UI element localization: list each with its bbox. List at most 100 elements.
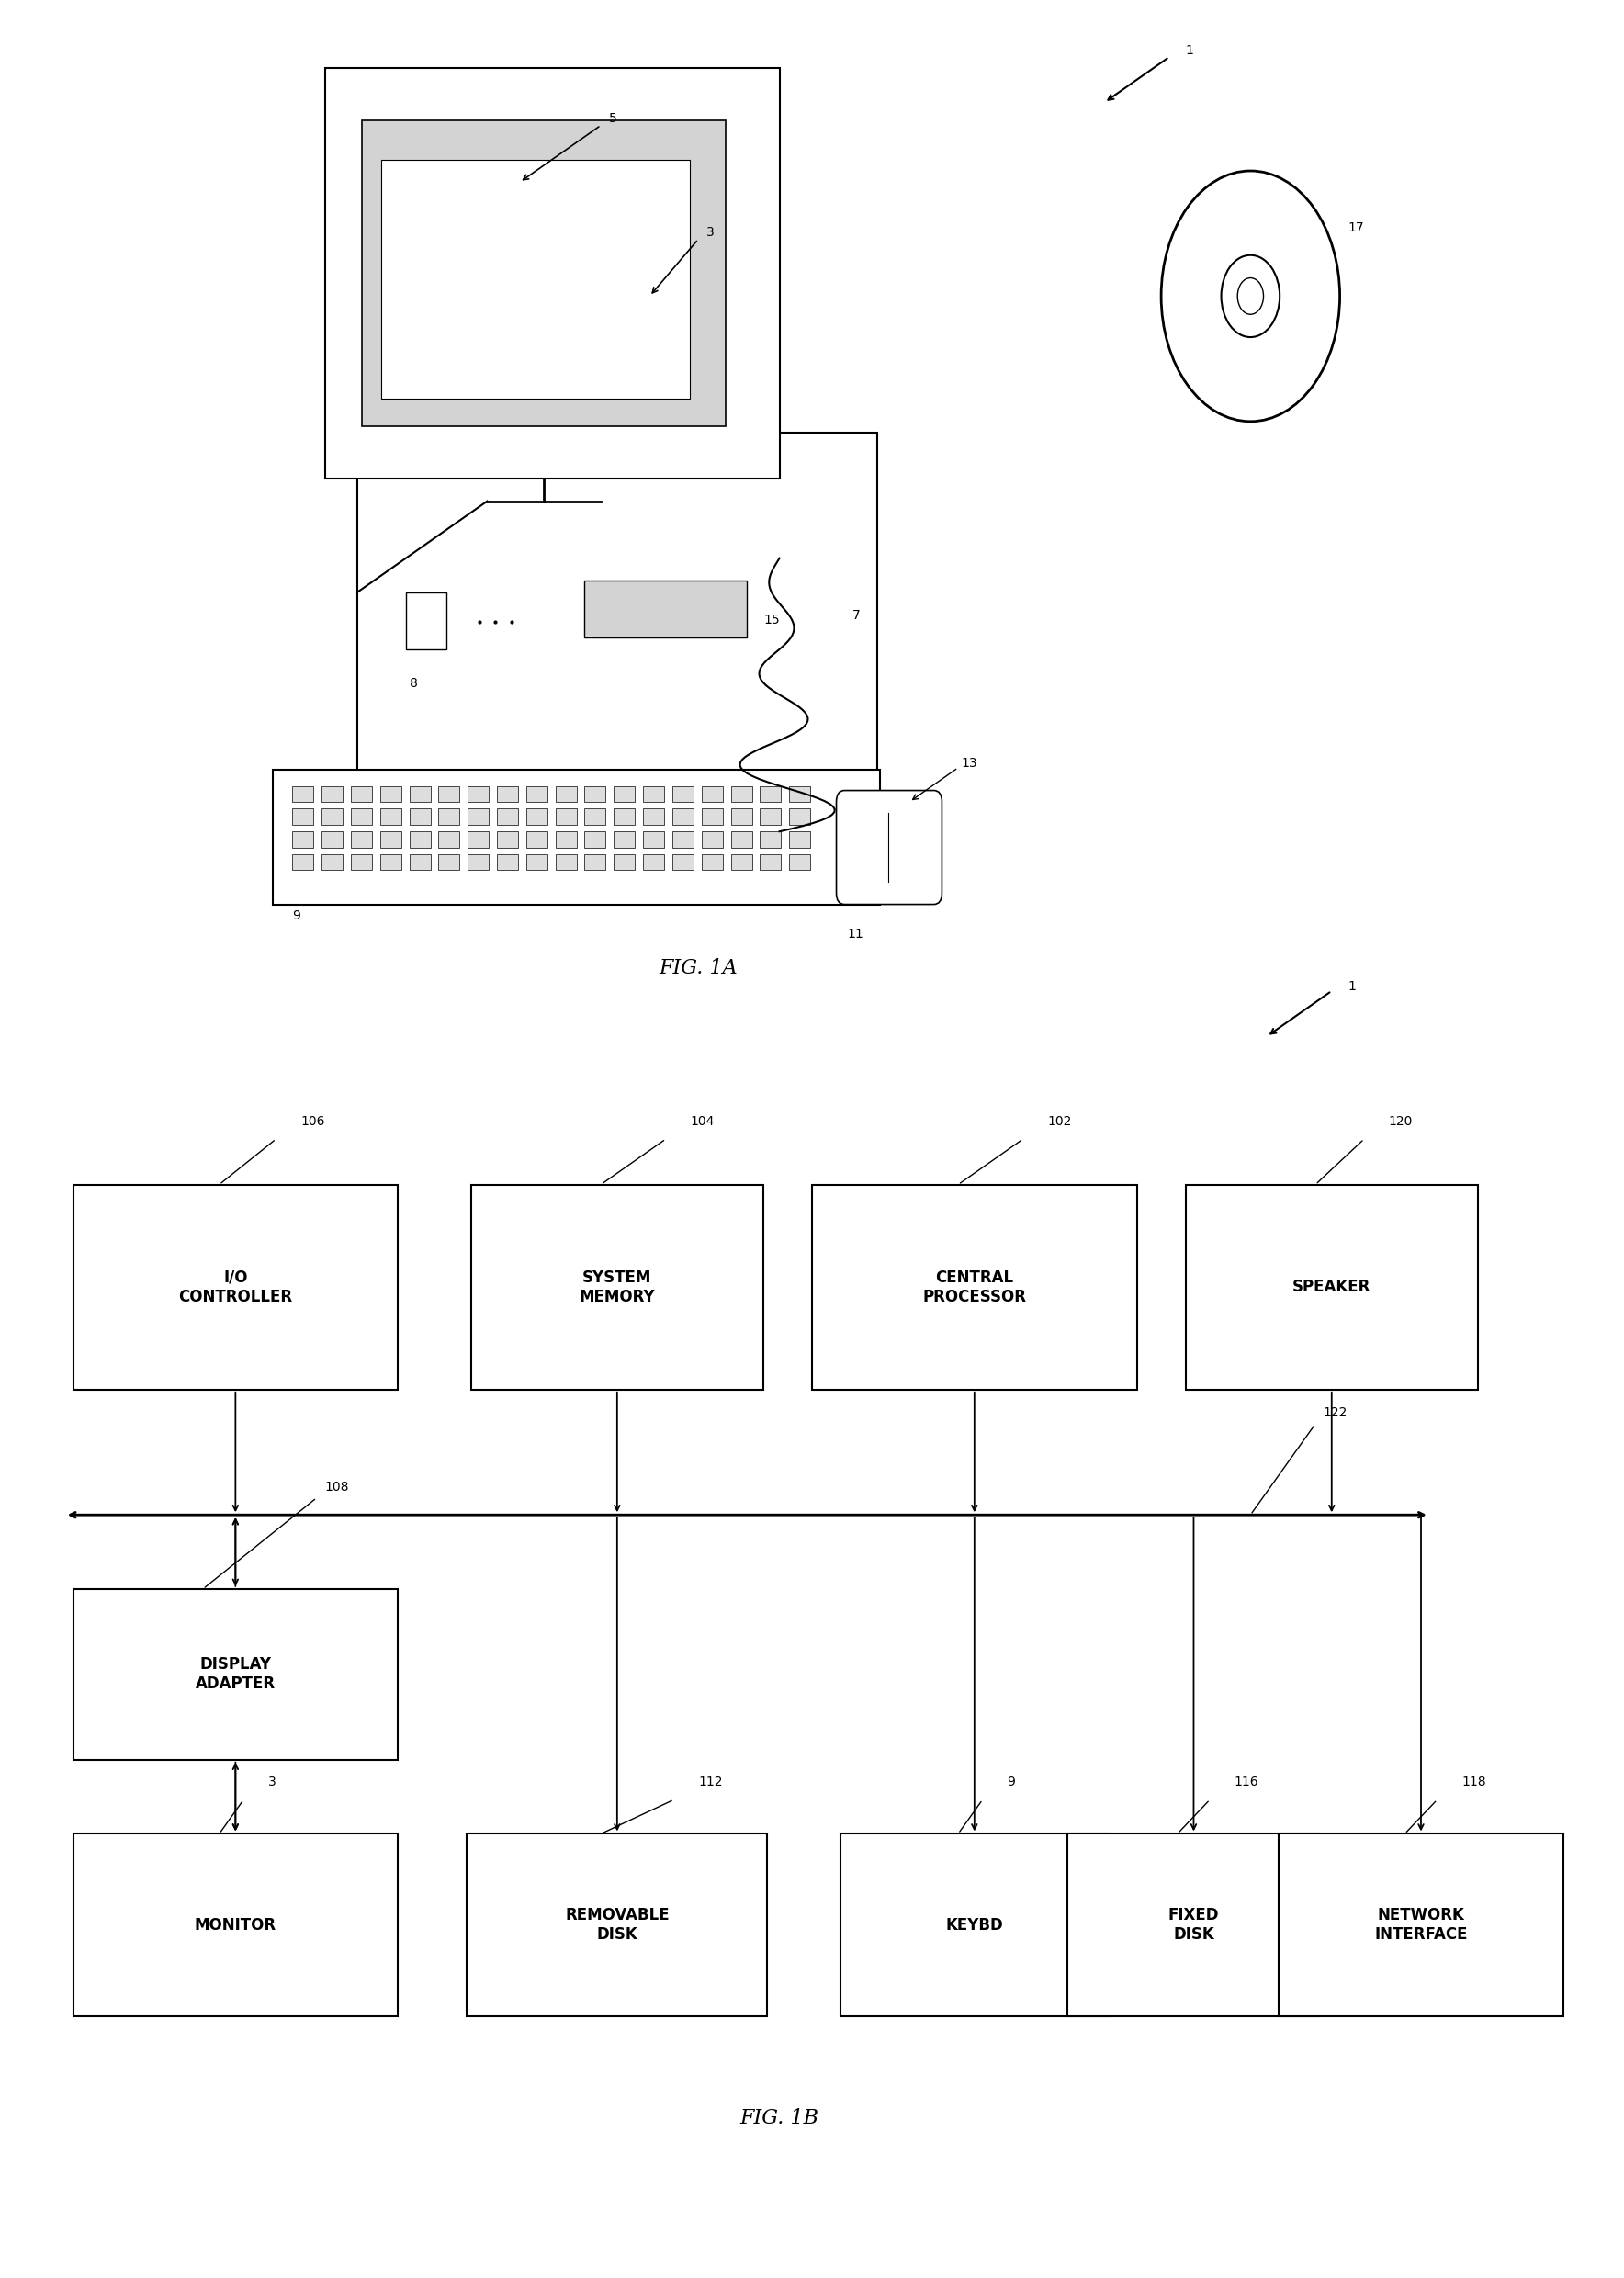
- FancyBboxPatch shape: [760, 786, 781, 802]
- Text: 3: 3: [268, 1775, 276, 1788]
- FancyBboxPatch shape: [357, 433, 877, 843]
- FancyBboxPatch shape: [672, 831, 693, 847]
- Text: 106: 106: [300, 1114, 325, 1128]
- Text: NETWORK
INTERFACE: NETWORK INTERFACE: [1374, 1907, 1468, 1943]
- FancyBboxPatch shape: [497, 786, 518, 802]
- FancyBboxPatch shape: [380, 854, 401, 870]
- FancyBboxPatch shape: [672, 854, 693, 870]
- Text: SYSTEM
MEMORY: SYSTEM MEMORY: [580, 1269, 654, 1305]
- Text: 13: 13: [961, 756, 978, 770]
- Text: DISPLAY
ADAPTER: DISPLAY ADAPTER: [195, 1656, 276, 1693]
- FancyBboxPatch shape: [585, 831, 606, 847]
- FancyBboxPatch shape: [812, 1185, 1137, 1390]
- Text: 118: 118: [1462, 1775, 1486, 1788]
- FancyBboxPatch shape: [672, 786, 693, 802]
- FancyBboxPatch shape: [409, 786, 430, 802]
- FancyBboxPatch shape: [614, 809, 635, 825]
- FancyBboxPatch shape: [789, 831, 810, 847]
- Text: KEYBD: KEYBD: [945, 1916, 1004, 1934]
- FancyBboxPatch shape: [362, 121, 726, 426]
- FancyBboxPatch shape: [438, 809, 460, 825]
- Text: 108: 108: [325, 1481, 349, 1494]
- FancyBboxPatch shape: [702, 854, 723, 870]
- FancyBboxPatch shape: [526, 786, 547, 802]
- Text: REMOVABLE
DISK: REMOVABLE DISK: [565, 1907, 669, 1943]
- FancyBboxPatch shape: [702, 786, 723, 802]
- FancyBboxPatch shape: [468, 809, 489, 825]
- Text: 7: 7: [853, 608, 861, 622]
- FancyBboxPatch shape: [1278, 1834, 1562, 2016]
- FancyBboxPatch shape: [322, 854, 343, 870]
- Text: 116: 116: [1234, 1775, 1259, 1788]
- FancyBboxPatch shape: [614, 854, 635, 870]
- Text: FIXED
DISK: FIXED DISK: [1168, 1907, 1220, 1943]
- FancyBboxPatch shape: [409, 809, 430, 825]
- Text: 8: 8: [409, 677, 417, 690]
- Text: 112: 112: [698, 1775, 723, 1788]
- FancyBboxPatch shape: [555, 854, 577, 870]
- Text: I/O
CONTROLLER: I/O CONTROLLER: [179, 1269, 292, 1305]
- FancyBboxPatch shape: [789, 786, 810, 802]
- FancyBboxPatch shape: [614, 831, 635, 847]
- Text: 9: 9: [292, 909, 300, 923]
- FancyBboxPatch shape: [555, 786, 577, 802]
- FancyBboxPatch shape: [409, 854, 430, 870]
- FancyBboxPatch shape: [351, 854, 372, 870]
- FancyBboxPatch shape: [526, 809, 547, 825]
- FancyBboxPatch shape: [760, 854, 781, 870]
- FancyBboxPatch shape: [468, 786, 489, 802]
- FancyBboxPatch shape: [731, 809, 752, 825]
- FancyBboxPatch shape: [438, 786, 460, 802]
- Text: 15: 15: [763, 613, 780, 626]
- FancyBboxPatch shape: [585, 786, 606, 802]
- FancyBboxPatch shape: [273, 770, 880, 904]
- FancyBboxPatch shape: [526, 831, 547, 847]
- Text: 11: 11: [848, 927, 864, 941]
- FancyBboxPatch shape: [614, 786, 635, 802]
- FancyBboxPatch shape: [468, 831, 489, 847]
- FancyBboxPatch shape: [438, 831, 460, 847]
- FancyBboxPatch shape: [382, 159, 690, 399]
- FancyBboxPatch shape: [841, 1834, 1108, 2016]
- FancyBboxPatch shape: [497, 831, 518, 847]
- Text: MONITOR: MONITOR: [195, 1916, 276, 1934]
- FancyBboxPatch shape: [585, 581, 747, 638]
- FancyBboxPatch shape: [468, 854, 489, 870]
- Text: 5: 5: [609, 112, 617, 125]
- FancyBboxPatch shape: [322, 809, 343, 825]
- FancyBboxPatch shape: [497, 809, 518, 825]
- FancyBboxPatch shape: [789, 809, 810, 825]
- FancyBboxPatch shape: [380, 786, 401, 802]
- FancyBboxPatch shape: [702, 809, 723, 825]
- FancyBboxPatch shape: [643, 831, 664, 847]
- FancyBboxPatch shape: [585, 809, 606, 825]
- FancyBboxPatch shape: [292, 786, 313, 802]
- FancyBboxPatch shape: [468, 1834, 767, 2016]
- FancyBboxPatch shape: [585, 854, 606, 870]
- FancyBboxPatch shape: [643, 786, 664, 802]
- FancyBboxPatch shape: [789, 854, 810, 870]
- FancyBboxPatch shape: [73, 1590, 398, 1759]
- Text: 1: 1: [1186, 43, 1194, 57]
- Text: 102: 102: [1047, 1114, 1072, 1128]
- FancyBboxPatch shape: [731, 854, 752, 870]
- Text: 122: 122: [1324, 1406, 1348, 1419]
- FancyBboxPatch shape: [380, 809, 401, 825]
- Text: FIG. 1B: FIG. 1B: [741, 2109, 818, 2128]
- FancyBboxPatch shape: [526, 854, 547, 870]
- Text: 120: 120: [1389, 1114, 1413, 1128]
- FancyBboxPatch shape: [73, 1834, 398, 2016]
- FancyBboxPatch shape: [406, 592, 447, 649]
- FancyBboxPatch shape: [73, 1185, 398, 1390]
- FancyBboxPatch shape: [731, 786, 752, 802]
- Text: 104: 104: [690, 1114, 715, 1128]
- FancyBboxPatch shape: [322, 831, 343, 847]
- FancyBboxPatch shape: [672, 809, 693, 825]
- Text: FIG. 1A: FIG. 1A: [659, 959, 737, 977]
- Text: SPEAKER: SPEAKER: [1293, 1278, 1371, 1296]
- FancyBboxPatch shape: [292, 809, 313, 825]
- FancyBboxPatch shape: [351, 809, 372, 825]
- FancyBboxPatch shape: [322, 786, 343, 802]
- FancyBboxPatch shape: [351, 786, 372, 802]
- FancyBboxPatch shape: [836, 790, 942, 904]
